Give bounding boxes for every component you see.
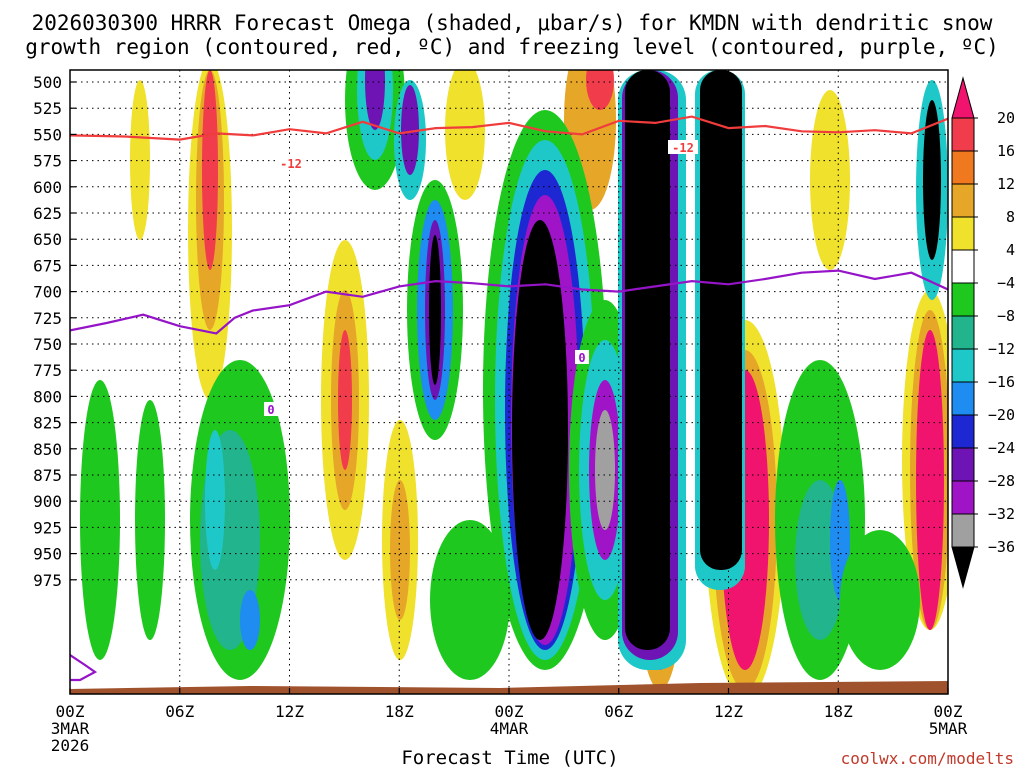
y-tick-label: 850 bbox=[33, 440, 62, 459]
y-tick-label: 700 bbox=[33, 283, 62, 302]
dgz-contour-line bbox=[70, 115, 948, 141]
y-tick-label: 675 bbox=[33, 256, 62, 275]
y-tick-label: 800 bbox=[33, 387, 62, 406]
colorbar-bin bbox=[951, 150, 975, 185]
colorbar-bin bbox=[951, 216, 975, 251]
x-year-label: 2026 bbox=[51, 736, 90, 755]
y-tick-label: 500 bbox=[33, 73, 62, 92]
y-tick-label: 925 bbox=[33, 518, 62, 537]
freezing-level-contour-label: 0 bbox=[267, 403, 274, 417]
y-tick-label: 875 bbox=[33, 466, 62, 485]
colorbar-bin bbox=[951, 414, 975, 449]
y-tick-label: 750 bbox=[33, 335, 62, 354]
x-tick-label: 00Z bbox=[495, 702, 524, 721]
x-date-label: 5MAR bbox=[929, 719, 968, 738]
colorbar-tick-label: 16 bbox=[997, 142, 1015, 160]
chart-title-line-2: growth region (contoured, red, ºC) and f… bbox=[25, 35, 999, 59]
colorbar-tick-label: −16 bbox=[988, 373, 1015, 391]
colorbar-bottom-arrow bbox=[951, 546, 975, 589]
y-tick-label: 825 bbox=[33, 414, 62, 433]
y-axis: 500 525 550 575 600 625 650 675 700 725 750 775 800 8… bbox=[33, 73, 76, 590]
colorbar-tick-label: 8 bbox=[1006, 208, 1015, 226]
colorbar-tick-label: −32 bbox=[988, 505, 1015, 523]
colorbar-bin bbox=[951, 447, 975, 482]
colorbar-top-arrow bbox=[951, 76, 975, 119]
colorbar-tick-label: −28 bbox=[988, 472, 1015, 490]
colorbar-tick-label: 4 bbox=[1006, 241, 1015, 259]
colorbar-tick-label: −36 bbox=[988, 538, 1015, 556]
colorbar-bin bbox=[951, 315, 975, 350]
x-tick-label: 12Z bbox=[714, 702, 743, 721]
x-date-label: 3MAR bbox=[51, 719, 90, 738]
freezing-level-contour-line bbox=[70, 269, 948, 335]
credit-text: coolwx.com/modelts bbox=[841, 749, 1014, 768]
y-tick-label: 525 bbox=[33, 99, 62, 118]
y-tick-label: 950 bbox=[33, 545, 62, 564]
x-tick-label: 06Z bbox=[604, 702, 633, 721]
colorbar-tick-label: −8 bbox=[997, 307, 1015, 325]
x-tick-label: 00Z bbox=[934, 702, 963, 721]
colorbar-tick-label: −12 bbox=[988, 340, 1015, 358]
freezing-level-contour-label: 0 bbox=[578, 351, 585, 365]
colorbar-tick-label: −4 bbox=[997, 274, 1015, 292]
colorbar-tick-label: 20 bbox=[997, 109, 1015, 127]
x-tick-label: 12Z bbox=[275, 702, 304, 721]
colorbar-bin bbox=[951, 480, 975, 515]
x-tick-label: 18Z bbox=[385, 702, 414, 721]
colorbar-bin bbox=[951, 282, 975, 317]
x-tick-label: 18Z bbox=[824, 702, 853, 721]
x-tick-label: 00Z bbox=[56, 702, 85, 721]
omega-shading bbox=[80, 70, 948, 694]
dgz-contour-label: -12 bbox=[672, 141, 694, 155]
colorbar-tick-label: −20 bbox=[988, 406, 1015, 424]
colorbar-bin bbox=[951, 348, 975, 383]
y-tick-label: 900 bbox=[33, 492, 62, 511]
x-axis-title: Forecast Time (UTC) bbox=[401, 747, 618, 768]
y-gridlines bbox=[70, 81, 948, 581]
dgz-contour-label: -12 bbox=[280, 157, 302, 171]
colorbar-bin bbox=[951, 249, 975, 284]
x-date-label: 4MAR bbox=[490, 719, 529, 738]
y-tick-label: 725 bbox=[33, 309, 62, 328]
colorbar-tick-label: −24 bbox=[988, 439, 1015, 457]
colorbar-bin bbox=[951, 117, 975, 152]
colorbar-tick-label: 12 bbox=[997, 175, 1015, 193]
freezing-level-contour-line-surface bbox=[70, 654, 98, 682]
y-tick-label: 975 bbox=[33, 571, 62, 590]
colorbar-bin bbox=[951, 183, 975, 218]
chart-title-line-1: 2026030300 HRRR Forecast Omega (shaded, … bbox=[32, 11, 993, 35]
y-tick-label: 575 bbox=[33, 152, 62, 171]
y-tick-label: 550 bbox=[33, 125, 62, 144]
y-tick-label: 625 bbox=[33, 204, 62, 223]
colorbar: 20 16 12 8 4 −4 −8 −12 −16 −20 −24 −28 −32 −36 bbox=[951, 76, 1015, 589]
colorbar-bin bbox=[951, 381, 975, 416]
y-tick-label: 600 bbox=[33, 178, 62, 197]
y-tick-label: 650 bbox=[33, 230, 62, 249]
x-tick-label: 06Z bbox=[165, 702, 194, 721]
colorbar-bin bbox=[951, 513, 975, 548]
y-tick-label: 775 bbox=[33, 361, 62, 380]
